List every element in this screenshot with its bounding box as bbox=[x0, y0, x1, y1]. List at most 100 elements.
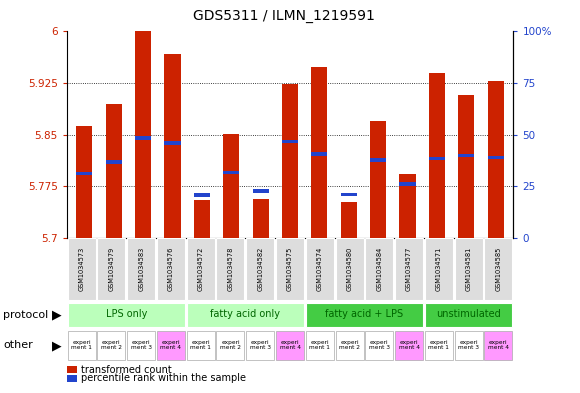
Text: fatty acid only: fatty acid only bbox=[211, 309, 280, 320]
Text: transformed count: transformed count bbox=[81, 365, 172, 375]
Bar bbox=[395, 331, 423, 360]
Bar bbox=[106, 160, 122, 164]
Bar bbox=[187, 239, 215, 300]
Text: percentile rank within the sample: percentile rank within the sample bbox=[81, 373, 246, 384]
Text: experi
ment 4: experi ment 4 bbox=[161, 340, 182, 351]
Bar bbox=[76, 126, 92, 238]
Text: GSM1034575: GSM1034575 bbox=[287, 247, 293, 291]
Bar bbox=[246, 331, 274, 360]
Bar bbox=[429, 157, 445, 160]
Bar bbox=[68, 239, 96, 300]
Bar bbox=[106, 104, 122, 238]
Bar bbox=[458, 95, 474, 238]
Text: GSM1034577: GSM1034577 bbox=[406, 247, 412, 291]
Bar bbox=[194, 193, 210, 197]
Bar bbox=[488, 81, 504, 238]
Bar bbox=[306, 303, 423, 327]
Bar bbox=[429, 73, 445, 238]
Text: experi
ment 3: experi ment 3 bbox=[250, 340, 271, 351]
Bar bbox=[216, 239, 244, 300]
Text: experi
ment 2: experi ment 2 bbox=[101, 340, 122, 351]
Bar bbox=[311, 67, 328, 238]
Bar bbox=[97, 239, 125, 300]
Bar bbox=[484, 331, 512, 360]
Text: GSM1034584: GSM1034584 bbox=[376, 247, 382, 291]
Text: GSM1034583: GSM1034583 bbox=[138, 247, 144, 291]
Text: experi
ment 3: experi ment 3 bbox=[369, 340, 390, 351]
Text: GSM1034579: GSM1034579 bbox=[108, 247, 114, 291]
Bar bbox=[488, 156, 504, 159]
Text: experi
ment 1: experi ment 1 bbox=[190, 340, 211, 351]
Text: GDS5311 / ILMN_1219591: GDS5311 / ILMN_1219591 bbox=[193, 9, 375, 23]
Bar bbox=[276, 239, 304, 300]
Bar bbox=[164, 54, 180, 238]
Bar bbox=[135, 30, 151, 238]
Text: ▶: ▶ bbox=[52, 339, 62, 352]
Bar bbox=[425, 303, 512, 327]
Text: GSM1034578: GSM1034578 bbox=[227, 247, 234, 291]
Bar bbox=[252, 189, 269, 193]
Bar bbox=[340, 202, 357, 238]
Bar bbox=[311, 152, 328, 156]
Text: GSM1034576: GSM1034576 bbox=[168, 247, 174, 291]
Text: experi
ment 3: experi ment 3 bbox=[458, 340, 479, 351]
Bar bbox=[135, 136, 151, 140]
Bar bbox=[216, 331, 244, 360]
Bar bbox=[97, 331, 125, 360]
Text: experi
ment 1: experi ment 1 bbox=[309, 340, 330, 351]
Text: experi
ment 1: experi ment 1 bbox=[429, 340, 450, 351]
Bar bbox=[282, 84, 298, 238]
Text: GSM1034581: GSM1034581 bbox=[466, 247, 472, 291]
Text: GSM1034571: GSM1034571 bbox=[436, 247, 442, 291]
Bar bbox=[336, 331, 364, 360]
Text: experi
ment 3: experi ment 3 bbox=[130, 340, 151, 351]
Bar bbox=[68, 331, 96, 360]
Bar bbox=[458, 154, 474, 157]
Text: experi
ment 2: experi ment 2 bbox=[339, 340, 360, 351]
Bar bbox=[76, 172, 92, 175]
Bar bbox=[187, 303, 304, 327]
Text: fatty acid + LPS: fatty acid + LPS bbox=[325, 309, 404, 320]
Text: experi
ment 4: experi ment 4 bbox=[398, 340, 419, 351]
Text: experi
ment 4: experi ment 4 bbox=[280, 340, 300, 351]
Bar bbox=[455, 239, 483, 300]
Bar bbox=[484, 239, 512, 300]
Bar bbox=[194, 200, 210, 238]
Text: other: other bbox=[3, 340, 32, 351]
Bar bbox=[68, 303, 185, 327]
Bar bbox=[157, 239, 185, 300]
Text: GSM1034580: GSM1034580 bbox=[346, 247, 353, 291]
Bar bbox=[127, 331, 155, 360]
Bar bbox=[455, 331, 483, 360]
Bar bbox=[400, 174, 416, 238]
Bar bbox=[425, 331, 453, 360]
Bar bbox=[370, 158, 386, 162]
Text: experi
ment 2: experi ment 2 bbox=[220, 340, 241, 351]
Bar bbox=[187, 331, 215, 360]
Text: protocol: protocol bbox=[3, 310, 48, 320]
Text: GSM1034572: GSM1034572 bbox=[198, 247, 204, 291]
Bar bbox=[425, 239, 453, 300]
Bar bbox=[370, 121, 386, 238]
Text: experi
ment 1: experi ment 1 bbox=[71, 340, 92, 351]
Bar bbox=[252, 198, 269, 238]
Bar bbox=[157, 331, 185, 360]
Bar bbox=[365, 331, 393, 360]
Bar bbox=[276, 331, 304, 360]
Bar bbox=[340, 193, 357, 196]
Bar bbox=[127, 239, 155, 300]
Text: LPS only: LPS only bbox=[106, 309, 147, 320]
Bar bbox=[164, 141, 180, 145]
Text: GSM1034573: GSM1034573 bbox=[78, 247, 85, 291]
Bar bbox=[306, 331, 334, 360]
Bar bbox=[395, 239, 423, 300]
Text: GSM1034574: GSM1034574 bbox=[317, 247, 323, 291]
Bar bbox=[400, 182, 416, 186]
Bar bbox=[282, 140, 298, 143]
Text: GSM1034582: GSM1034582 bbox=[257, 247, 263, 291]
Bar bbox=[365, 239, 393, 300]
Bar bbox=[246, 239, 274, 300]
Bar bbox=[336, 239, 364, 300]
Bar bbox=[223, 134, 240, 238]
Text: experi
ment 4: experi ment 4 bbox=[488, 340, 509, 351]
